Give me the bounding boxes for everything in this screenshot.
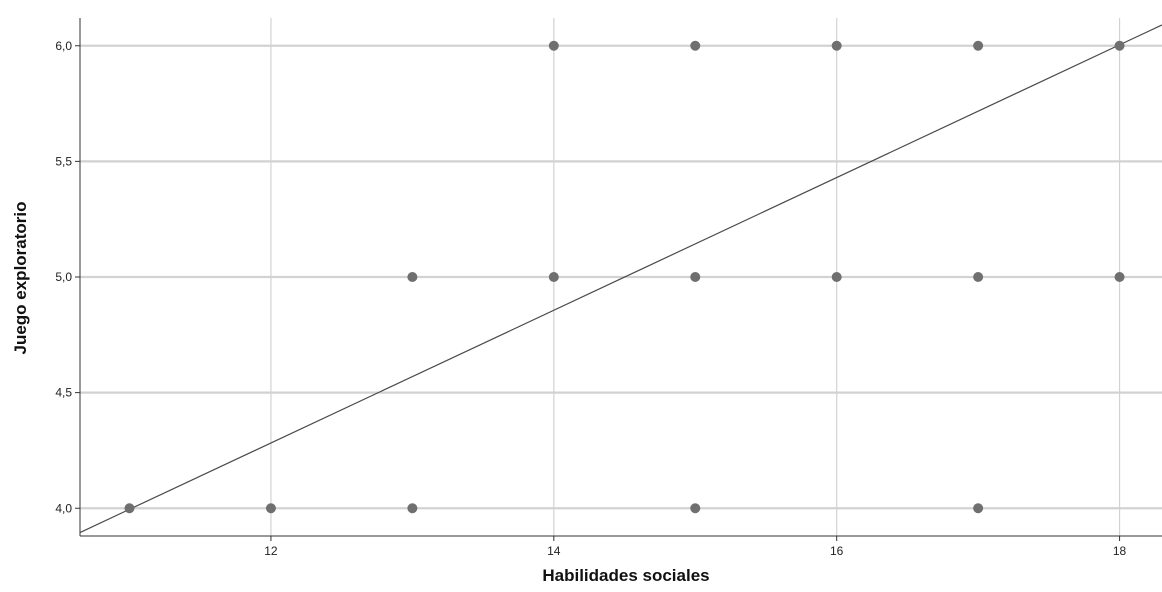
x-axis-title: Habilidades sociales bbox=[542, 566, 709, 585]
x-tick-label: 18 bbox=[1113, 544, 1127, 558]
y-axis-title: Juego exploratorio bbox=[11, 201, 30, 354]
data-points bbox=[124, 40, 1125, 514]
y-tick-label: 4,5 bbox=[55, 386, 72, 400]
data-point bbox=[973, 40, 984, 51]
axis-ticks: 4,0 4,5 5,0 5,5 6,0 12 14 16 18 bbox=[55, 39, 1126, 558]
data-point bbox=[124, 503, 135, 514]
data-point bbox=[407, 503, 418, 514]
x-tick-label: 14 bbox=[547, 544, 561, 558]
data-point bbox=[548, 272, 559, 282]
x-tick-label: 16 bbox=[830, 544, 844, 558]
y-tick-label: 4,0 bbox=[55, 501, 72, 515]
fit-line bbox=[79, 24, 1162, 534]
data-point bbox=[973, 272, 984, 282]
data-point bbox=[690, 503, 701, 514]
data-point bbox=[1114, 40, 1125, 51]
data-point bbox=[690, 272, 701, 282]
data-point bbox=[690, 40, 701, 51]
grid-lines bbox=[80, 18, 1162, 536]
data-point bbox=[831, 272, 842, 282]
data-point bbox=[407, 272, 418, 282]
data-point bbox=[1114, 272, 1125, 282]
fit-line-group bbox=[79, 24, 1162, 534]
data-point bbox=[265, 503, 276, 514]
y-tick-label: 6,0 bbox=[55, 39, 72, 53]
data-point bbox=[973, 503, 984, 514]
y-tick-label: 5,0 bbox=[55, 270, 72, 284]
y-tick-label: 5,5 bbox=[55, 154, 72, 168]
x-tick-label: 12 bbox=[264, 544, 278, 558]
data-point bbox=[831, 40, 842, 51]
data-point bbox=[548, 40, 559, 51]
